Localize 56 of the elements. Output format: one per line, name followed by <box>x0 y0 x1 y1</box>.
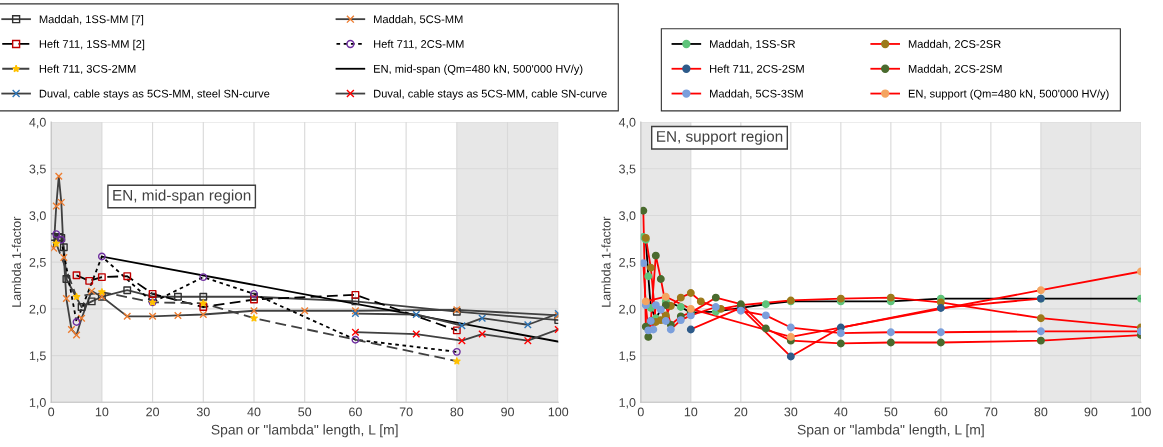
x-tick-label: 90 <box>1084 407 1098 417</box>
y-tick-label: 2,5 <box>619 257 636 269</box>
legend-label: Duval, cable stays as 5CS-MM, cable SN-curve <box>374 89 607 100</box>
y-tick-label: 2,0 <box>619 304 636 316</box>
y-tick-label: 1,5 <box>29 351 46 362</box>
legend-label: Duval, cable stays as 5CS-MM, steel SN-curve <box>39 89 270 100</box>
y-tick-label: 3,0 <box>619 211 636 222</box>
legend-label: Heft 711, 2CS-2SM <box>710 64 804 75</box>
x-tick-label: 80 <box>1034 407 1048 417</box>
x-tick-label: 20 <box>146 407 160 417</box>
x-tick-label: 30 <box>196 407 210 417</box>
annotation: EN, mid-span region <box>113 189 251 204</box>
x-tick-label: 70 <box>984 407 998 417</box>
x-tick-label: 70 <box>399 407 413 417</box>
legend-label: EN, support (Qm=480 kN, 500'000 HV/y) <box>908 89 1109 100</box>
legend-label: Maddah, 1SS-SR <box>710 39 796 50</box>
legend-label: Heft 711, 3CS-2MM <box>39 64 136 75</box>
x-tick-label: 30 <box>784 407 798 417</box>
x-tick-label: 40 <box>247 407 261 417</box>
y-tick-label: 2,5 <box>29 257 46 269</box>
x-tick-label: 60 <box>349 407 362 417</box>
legend-label: Maddah, 2CS-2SM <box>908 64 1002 75</box>
legend-label: EN, mid-span (Qm=480 kN, 500'000 HV/y) <box>374 64 583 75</box>
x-tick-label: 50 <box>298 407 312 417</box>
x-tick-label: 10 <box>684 407 698 417</box>
y-tick-label: 4,0 <box>29 117 46 129</box>
x-axis-title: Span or "lambda" length, L [m] <box>797 424 984 438</box>
legend-label: Heft 711, 2CS-MM <box>374 39 464 50</box>
x-tick-label: 10 <box>95 407 109 417</box>
legend-label: Maddah, 5CS-MM <box>374 15 463 25</box>
y-tick-label: 2,0 <box>29 304 46 316</box>
x-tick-label: 100 <box>1131 407 1151 417</box>
x-tick-label: 90 <box>501 407 514 417</box>
legend-label: Maddah, 2CS-2SR <box>908 39 1001 50</box>
x-tick-label: 60 <box>934 407 948 417</box>
y-tick-label: 1,5 <box>619 351 636 362</box>
legend-label: Maddah, 5CS-3SM <box>710 89 803 99</box>
y-axis-title: Lambda 1-factor <box>11 216 21 307</box>
x-axis-title: Span or "lambda" length, L [m] <box>211 424 398 438</box>
y-tick-label: 1,0 <box>619 398 636 409</box>
y-tick-label: 1,0 <box>29 398 46 409</box>
y-tick-label: 3,0 <box>29 211 46 222</box>
y-axis-title: Lambda 1-factor <box>601 216 611 307</box>
y-tick-label: 3,5 <box>29 164 46 175</box>
legend-label: Heft 711, 1SS-MM [2] <box>39 39 145 51</box>
x-tick-label: 80 <box>450 407 464 417</box>
annotation: EN, support region <box>657 130 783 145</box>
y-tick-label: 4,0 <box>618 117 636 129</box>
x-tick-label: 20 <box>734 407 748 417</box>
x-tick-label: 0 <box>48 407 55 417</box>
x-tick-label: 40 <box>834 407 848 417</box>
x-tick-label: 0 <box>637 407 644 417</box>
x-tick-label: 100 <box>548 407 569 417</box>
y-tick-label: 3,5 <box>619 164 636 175</box>
legend-label: Maddah, 1SS-MM [7] <box>39 15 144 26</box>
x-tick-label: 50 <box>884 407 898 417</box>
